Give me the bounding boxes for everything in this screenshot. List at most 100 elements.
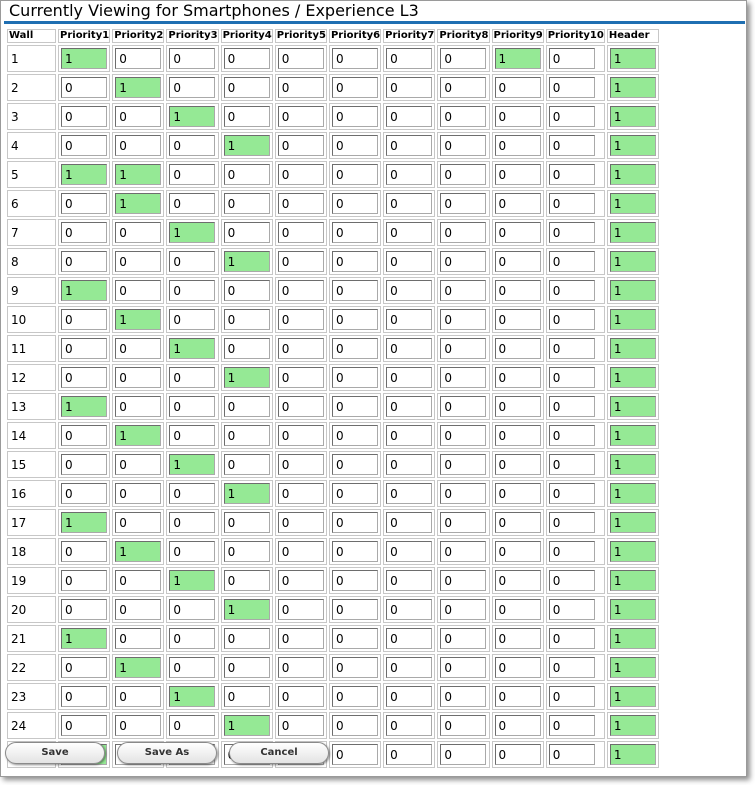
priority1-input[interactable] [61, 657, 107, 678]
header-input[interactable] [609, 77, 656, 98]
header-input[interactable] [609, 48, 656, 69]
header-input[interactable] [609, 541, 656, 562]
priority8-input[interactable] [440, 251, 487, 272]
priority10-input[interactable] [548, 106, 595, 127]
priority1-input[interactable] [61, 280, 107, 301]
priority3-input[interactable] [169, 454, 216, 475]
priority5-input[interactable] [277, 106, 324, 127]
priority10-input[interactable] [548, 744, 595, 765]
priority1-input[interactable] [61, 541, 107, 562]
priority1-input[interactable] [61, 77, 107, 98]
priority8-input[interactable] [440, 396, 487, 417]
priority6-input[interactable] [331, 48, 378, 69]
priority1-input[interactable] [61, 309, 107, 330]
priority2-input[interactable] [115, 280, 162, 301]
priority5-input[interactable] [277, 396, 324, 417]
priority5-input[interactable] [277, 280, 324, 301]
priority4-input[interactable] [223, 570, 270, 591]
priority7-input[interactable] [386, 744, 433, 765]
priority3-input[interactable] [169, 193, 216, 214]
priority6-input[interactable] [331, 657, 378, 678]
priority5-input[interactable] [277, 48, 324, 69]
priority10-input[interactable] [548, 367, 595, 388]
priority8-input[interactable] [440, 338, 487, 359]
priority9-input[interactable] [494, 48, 541, 69]
priority7-input[interactable] [386, 251, 433, 272]
priority2-input[interactable] [115, 541, 162, 562]
priority2-input[interactable] [115, 396, 162, 417]
priority6-input[interactable] [331, 309, 378, 330]
priority10-input[interactable] [548, 48, 595, 69]
header-input[interactable] [609, 483, 656, 504]
priority6-input[interactable] [331, 512, 378, 533]
priority9-input[interactable] [494, 425, 541, 446]
priority4-input[interactable] [223, 715, 270, 736]
priority10-input[interactable] [548, 164, 595, 185]
priority6-input[interactable] [331, 280, 378, 301]
priority6-input[interactable] [331, 599, 378, 620]
priority5-input[interactable] [277, 135, 324, 156]
priority4-input[interactable] [223, 164, 270, 185]
priority8-input[interactable] [440, 164, 487, 185]
priority6-input[interactable] [331, 164, 378, 185]
priority10-input[interactable] [548, 454, 595, 475]
priority1-input[interactable] [61, 570, 107, 591]
priority6-input[interactable] [331, 77, 378, 98]
priority4-input[interactable] [223, 454, 270, 475]
priority7-input[interactable] [386, 657, 433, 678]
priority3-input[interactable] [169, 280, 216, 301]
priority2-input[interactable] [115, 309, 162, 330]
priority3-input[interactable] [169, 338, 216, 359]
priority9-input[interactable] [494, 251, 541, 272]
priority5-input[interactable] [277, 309, 324, 330]
priority8-input[interactable] [440, 135, 487, 156]
priority8-input[interactable] [440, 483, 487, 504]
priority8-input[interactable] [440, 570, 487, 591]
header-input[interactable] [609, 164, 656, 185]
priority10-input[interactable] [548, 599, 595, 620]
priority5-input[interactable] [277, 657, 324, 678]
priority3-input[interactable] [169, 77, 216, 98]
priority1-input[interactable] [61, 135, 107, 156]
priority6-input[interactable] [331, 686, 378, 707]
priority9-input[interactable] [494, 454, 541, 475]
priority4-input[interactable] [223, 309, 270, 330]
priority9-input[interactable] [494, 222, 541, 243]
priority8-input[interactable] [440, 425, 487, 446]
priority7-input[interactable] [386, 367, 433, 388]
priority4-input[interactable] [223, 106, 270, 127]
priority7-input[interactable] [386, 512, 433, 533]
priority9-input[interactable] [494, 512, 541, 533]
priority7-input[interactable] [386, 483, 433, 504]
priority4-input[interactable] [223, 628, 270, 649]
priority5-input[interactable] [277, 628, 324, 649]
priority2-input[interactable] [115, 599, 162, 620]
priority3-input[interactable] [169, 686, 216, 707]
priority6-input[interactable] [331, 715, 378, 736]
priority3-input[interactable] [169, 106, 216, 127]
priority8-input[interactable] [440, 686, 487, 707]
priority2-input[interactable] [115, 251, 162, 272]
priority4-input[interactable] [223, 251, 270, 272]
priority2-input[interactable] [115, 570, 162, 591]
priority9-input[interactable] [494, 280, 541, 301]
header-input[interactable] [609, 309, 656, 330]
priority8-input[interactable] [440, 512, 487, 533]
priority7-input[interactable] [386, 280, 433, 301]
priority8-input[interactable] [440, 106, 487, 127]
priority8-input[interactable] [440, 280, 487, 301]
priority6-input[interactable] [331, 106, 378, 127]
priority9-input[interactable] [494, 135, 541, 156]
save-as-button[interactable]: Save As [117, 742, 217, 764]
priority9-input[interactable] [494, 396, 541, 417]
priority5-input[interactable] [277, 570, 324, 591]
header-input[interactable] [609, 686, 656, 707]
priority10-input[interactable] [548, 425, 595, 446]
header-input[interactable] [609, 222, 656, 243]
priority9-input[interactable] [494, 628, 541, 649]
priority2-input[interactable] [115, 628, 162, 649]
priority4-input[interactable] [223, 193, 270, 214]
priority6-input[interactable] [331, 483, 378, 504]
priority3-input[interactable] [169, 222, 216, 243]
header-input[interactable] [609, 715, 656, 736]
